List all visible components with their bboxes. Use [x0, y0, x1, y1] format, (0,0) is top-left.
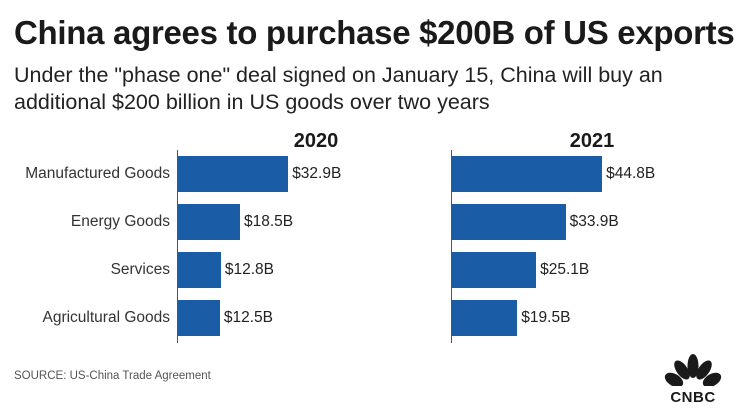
bar — [178, 252, 221, 288]
peacock-icon — [660, 354, 726, 390]
category-label: Agricultural Goods — [42, 309, 170, 326]
bar — [178, 156, 289, 192]
bar — [452, 300, 518, 336]
chart-subtitle: Under the "phase one" deal signed on Jan… — [14, 63, 663, 114]
bar — [452, 156, 603, 192]
value-label: $33.9B — [569, 213, 619, 230]
bar — [452, 252, 537, 288]
value-label: $19.5B — [521, 309, 571, 326]
chart-title: China agrees to purchase $200B of US exp… — [14, 14, 735, 51]
value-label: $12.5B — [223, 309, 274, 326]
bar — [178, 300, 220, 336]
value-label: $18.5B — [244, 213, 294, 230]
panel-title: 2021 — [569, 130, 615, 152]
value-label: $32.9B — [292, 165, 342, 182]
category-label: Energy Goods — [70, 213, 170, 230]
category-label: Manufactured Goods — [25, 165, 170, 182]
axis-line — [451, 150, 452, 343]
panel-title: 2020 — [293, 130, 339, 152]
bar — [178, 204, 240, 240]
value-label: $12.8B — [224, 261, 275, 278]
axis-line — [177, 150, 178, 343]
category-label: Services — [110, 261, 170, 278]
value-label: $44.8B — [606, 165, 656, 182]
bar — [452, 204, 566, 240]
cnbc-logo: CNBC — [660, 350, 726, 406]
logo-text: CNBC — [670, 389, 716, 406]
value-label: $25.1B — [540, 261, 590, 278]
source-note: SOURCE: US-China Trade Agreement — [14, 370, 211, 382]
